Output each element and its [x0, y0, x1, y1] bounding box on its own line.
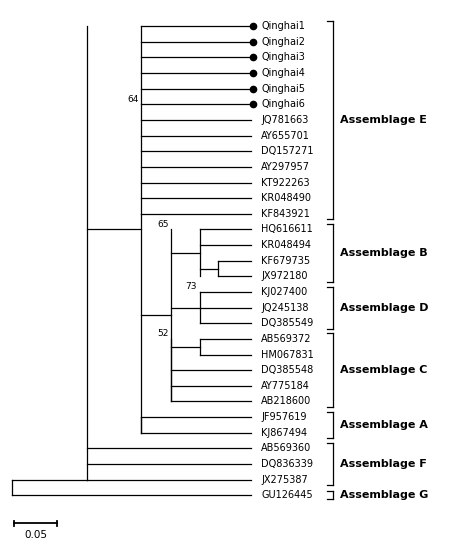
Text: DQ157271: DQ157271 — [261, 146, 314, 156]
Text: Assemblage E: Assemblage E — [340, 115, 427, 125]
Text: Qinghai4: Qinghai4 — [261, 68, 305, 78]
Text: KR048494: KR048494 — [261, 240, 311, 250]
Text: KT922263: KT922263 — [261, 177, 310, 188]
Text: AY775184: AY775184 — [261, 381, 310, 391]
Text: DQ836339: DQ836339 — [261, 459, 313, 469]
Text: GU126445: GU126445 — [261, 490, 313, 500]
Text: AY297957: AY297957 — [261, 162, 310, 172]
Text: KF679735: KF679735 — [261, 256, 310, 265]
Text: KJ027400: KJ027400 — [261, 287, 308, 297]
Text: 73: 73 — [186, 282, 197, 291]
Text: KJ867494: KJ867494 — [261, 428, 308, 438]
Text: JF957619: JF957619 — [261, 412, 307, 422]
Text: AB218600: AB218600 — [261, 397, 311, 406]
Text: DQ385549: DQ385549 — [261, 318, 314, 328]
Text: Qinghai1: Qinghai1 — [261, 21, 305, 31]
Text: Qinghai2: Qinghai2 — [261, 37, 305, 47]
Text: HM067831: HM067831 — [261, 350, 314, 360]
Text: AB569372: AB569372 — [261, 334, 312, 344]
Text: Assemblage G: Assemblage G — [340, 490, 428, 500]
Text: Assemblage A: Assemblage A — [340, 420, 428, 430]
Text: Assemblage D: Assemblage D — [340, 302, 428, 313]
Text: JX275387: JX275387 — [261, 474, 308, 485]
Text: 64: 64 — [127, 95, 138, 103]
Text: HQ616611: HQ616611 — [261, 225, 313, 234]
Text: Assemblage C: Assemblage C — [340, 365, 428, 375]
Text: KF843921: KF843921 — [261, 209, 310, 219]
Text: Qinghai5: Qinghai5 — [261, 84, 305, 94]
Text: Assemblage B: Assemblage B — [340, 248, 428, 258]
Text: Qinghai3: Qinghai3 — [261, 52, 305, 63]
Text: Assemblage F: Assemblage F — [340, 459, 427, 469]
Text: JQ245138: JQ245138 — [261, 302, 309, 313]
Text: 52: 52 — [158, 329, 169, 338]
Text: JX972180: JX972180 — [261, 271, 308, 281]
Text: JQ781663: JQ781663 — [261, 115, 309, 125]
Text: Qinghai6: Qinghai6 — [261, 100, 305, 109]
Text: 65: 65 — [157, 220, 169, 228]
Text: AY655701: AY655701 — [261, 131, 310, 141]
Text: 0.05: 0.05 — [24, 530, 47, 540]
Text: AB569360: AB569360 — [261, 443, 311, 453]
Text: DQ385548: DQ385548 — [261, 365, 314, 375]
Text: KR048490: KR048490 — [261, 193, 311, 203]
